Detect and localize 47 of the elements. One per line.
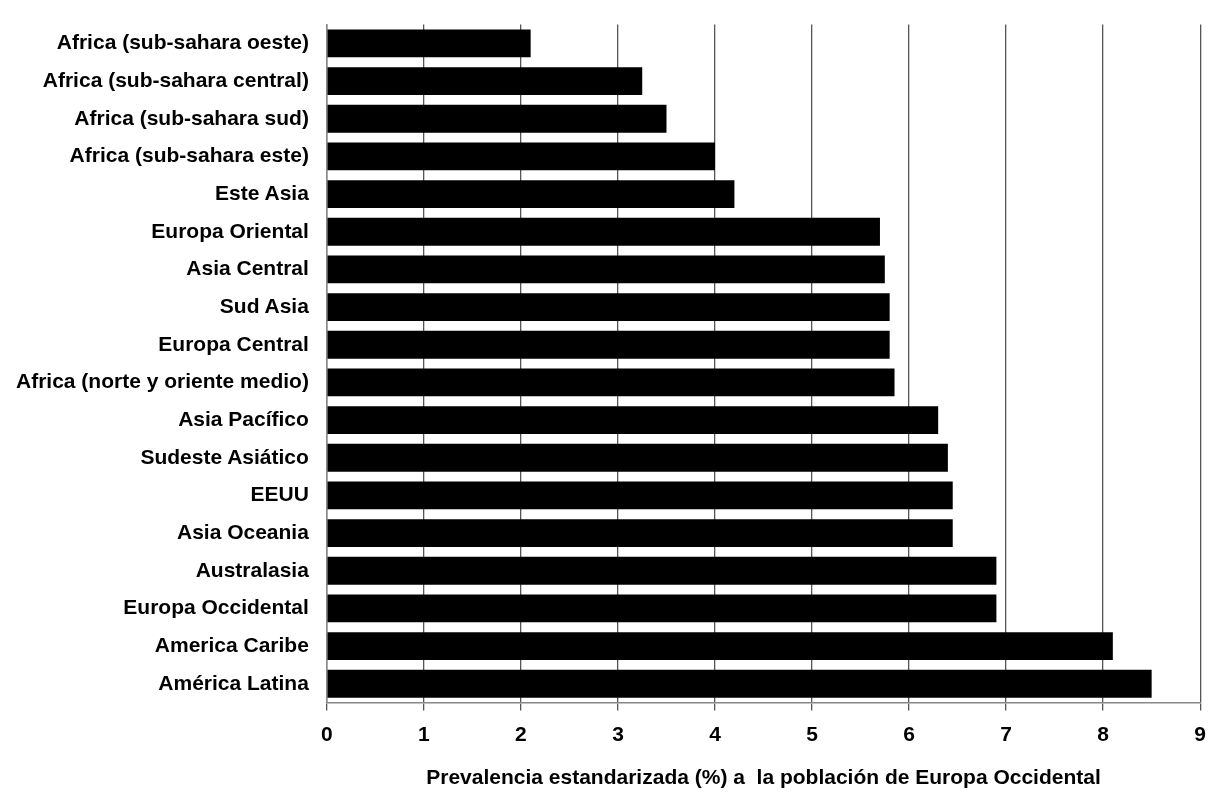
y-tick-label: Africa (sub-sahara sud) — [74, 105, 309, 129]
x-tick-label: 1 — [418, 722, 431, 745]
y-tick-label: Sud Asia — [219, 293, 310, 317]
y-tick-label: América Latina — [158, 670, 310, 694]
bar — [327, 142, 716, 171]
y-tick-label: Europa Central — [158, 331, 309, 355]
y-tick-label: Asia Pacífico — [178, 406, 309, 430]
x-tick-label: 7 — [1000, 722, 1012, 745]
y-tick-label: Asia Central — [186, 256, 309, 280]
bar — [327, 330, 890, 359]
y-tick-label: EEUU — [250, 482, 309, 506]
x-tick-label: 4 — [709, 722, 722, 745]
y-tick-label: Africa (sub-sahara este) — [69, 143, 309, 167]
bar — [327, 255, 885, 284]
x-tick-label: 2 — [515, 722, 527, 745]
x-axis-title: Prevalencia estandarizada (%) a la población de Europa Occidental — [426, 765, 1101, 789]
bar — [327, 594, 997, 623]
x-tick-label: 8 — [1097, 722, 1110, 745]
bar — [327, 293, 890, 322]
bar — [327, 29, 531, 58]
y-tick-label: Europa Oriental — [151, 218, 309, 242]
x-tick-label: 9 — [1194, 722, 1206, 745]
bar — [327, 632, 1113, 661]
y-tick-label: Africa (norte y oriente medio) — [15, 369, 309, 393]
y-tick-label: America Caribe — [154, 632, 309, 656]
x-tick-label: 0 — [321, 722, 333, 745]
x-tick-label: 3 — [612, 722, 624, 745]
bar — [327, 180, 735, 209]
y-tick-label: Este Asia — [215, 180, 310, 204]
bar — [327, 67, 643, 96]
x-tick-label: 6 — [903, 722, 915, 745]
bar — [327, 217, 880, 246]
y-tick-label: Africa (sub-sahara central) — [42, 67, 309, 91]
bar — [327, 406, 939, 435]
bar — [327, 368, 895, 397]
bar — [327, 669, 1152, 698]
bar — [327, 519, 953, 548]
bar — [327, 556, 997, 585]
y-tick-label: Africa (sub-sahara oeste) — [56, 30, 309, 54]
bar — [327, 481, 953, 510]
y-tick-label: Sudeste Asiático — [140, 444, 309, 468]
x-tick-label: 5 — [806, 722, 819, 745]
y-tick-label: Australasia — [195, 557, 310, 581]
y-tick-label: Asia Oceania — [176, 519, 310, 543]
y-tick-label: Europa Occidental — [123, 595, 309, 619]
bar — [327, 443, 948, 472]
bar — [327, 104, 667, 133]
